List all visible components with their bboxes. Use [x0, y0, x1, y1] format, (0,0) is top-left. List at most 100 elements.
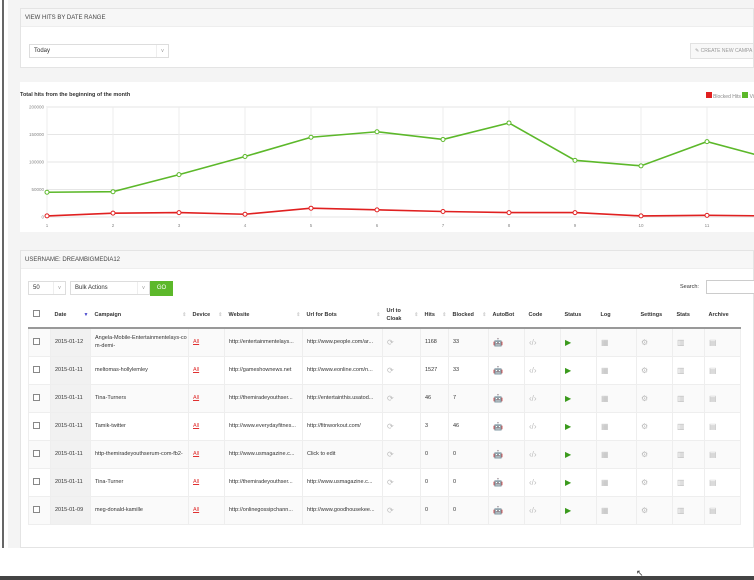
- row-checkbox[interactable]: [33, 365, 40, 373]
- row-select[interactable]: [28, 383, 51, 413]
- device-link[interactable]: All: [193, 423, 200, 429]
- log-icon[interactable]: ▦: [601, 477, 609, 487]
- website-cell[interactable]: http://www.usmagazine.c...: [224, 439, 303, 469]
- device-link[interactable]: All: [193, 451, 200, 457]
- row-checkbox[interactable]: [33, 421, 40, 429]
- device-link[interactable]: All: [193, 395, 200, 401]
- archive-icon[interactable]: ▤: [709, 337, 717, 347]
- column-header-website[interactable]: Website ⇕: [224, 302, 303, 329]
- campaign-cell[interactable]: Tina-Turners: [90, 383, 189, 413]
- row-select[interactable]: [28, 439, 51, 469]
- website-cell[interactable]: http://themiradeyouthser...: [224, 383, 303, 413]
- code-icon[interactable]: ‹/›: [529, 393, 537, 403]
- autobot-icon[interactable]: 🤖: [493, 477, 503, 487]
- search-input[interactable]: [706, 280, 754, 294]
- campaign-cell[interactable]: http-themiradeyouthserum-com-fb2-: [90, 439, 189, 469]
- refresh-icon[interactable]: ⟳: [387, 449, 394, 459]
- column-header-device[interactable]: Device ⇕: [188, 302, 225, 329]
- play-icon[interactable]: ▶: [565, 337, 572, 347]
- url-bots-cell[interactable]: http://www.eonline.com/n...: [302, 355, 383, 385]
- column-header-campaign[interactable]: Campaign ⇕: [90, 302, 189, 329]
- website-cell[interactable]: http://gameshownews.net: [224, 355, 303, 385]
- bulk-actions-select[interactable]: Bulk Actions v: [70, 281, 150, 295]
- refresh-icon[interactable]: ⟳: [387, 505, 394, 515]
- stats-icon[interactable]: ▥: [677, 337, 685, 347]
- archive-icon[interactable]: ▤: [709, 477, 717, 487]
- gear-icon[interactable]: ⚙: [641, 477, 649, 487]
- row-checkbox[interactable]: [33, 477, 40, 485]
- code-icon[interactable]: ‹/›: [529, 449, 537, 459]
- log-icon[interactable]: ▦: [601, 505, 609, 515]
- date-range-select[interactable]: Today v: [29, 44, 169, 58]
- website-cell[interactable]: http://www.everydayfitnes...: [224, 411, 303, 441]
- refresh-icon[interactable]: ⟳: [387, 337, 394, 347]
- gear-icon[interactable]: ⚙: [641, 449, 649, 459]
- campaign-cell[interactable]: Tamik-twitter: [90, 411, 189, 441]
- row-select[interactable]: [28, 355, 51, 385]
- url-bots-cell[interactable]: http://www.usmagazine.c...: [302, 467, 383, 497]
- row-checkbox[interactable]: [33, 393, 40, 401]
- create-campaign-button[interactable]: ✎ CREATE NEW CAMPA: [690, 43, 754, 59]
- code-icon[interactable]: ‹/›: [529, 505, 537, 515]
- gear-icon[interactable]: ⚙: [641, 365, 649, 375]
- autobot-icon[interactable]: 🤖: [493, 505, 503, 515]
- column-header-blocked[interactable]: Blocked ⇕: [448, 302, 489, 329]
- row-select[interactable]: [28, 495, 51, 525]
- gear-icon[interactable]: ⚙: [641, 505, 649, 515]
- column-header-url-to-cloak[interactable]: Url to Cloak ⇕: [382, 302, 421, 329]
- row-checkbox[interactable]: [33, 505, 40, 513]
- column-header-date[interactable]: Date ▼: [50, 302, 91, 329]
- campaign-cell[interactable]: meg-donald-kamille: [90, 495, 189, 525]
- log-icon[interactable]: ▦: [601, 393, 609, 403]
- campaign-cell[interactable]: Angela-Mobile-Entertainmentelays-com-dem…: [90, 327, 189, 357]
- column-header-url-for-bots[interactable]: Url for Bots ⇕: [302, 302, 383, 329]
- log-icon[interactable]: ▦: [601, 421, 609, 431]
- stats-icon[interactable]: ▥: [677, 393, 685, 403]
- archive-icon[interactable]: ▤: [709, 393, 717, 403]
- column-header-hits[interactable]: Hits ⇕: [420, 302, 449, 329]
- url-bots-cell[interactable]: http://fitnworkout.com/: [302, 411, 383, 441]
- row-select[interactable]: [28, 327, 51, 357]
- autobot-icon[interactable]: 🤖: [493, 449, 503, 459]
- archive-icon[interactable]: ▤: [709, 505, 717, 515]
- code-icon[interactable]: ‹/›: [529, 337, 537, 347]
- stats-icon[interactable]: ▥: [677, 477, 685, 487]
- code-icon[interactable]: ‹/›: [529, 421, 537, 431]
- play-icon[interactable]: ▶: [565, 505, 572, 515]
- campaign-cell[interactable]: meltomas-hollylemley: [90, 355, 189, 385]
- stats-icon[interactable]: ▥: [677, 449, 685, 459]
- gear-icon[interactable]: ⚙: [641, 337, 649, 347]
- stats-icon[interactable]: ▥: [677, 421, 685, 431]
- device-link[interactable]: All: [193, 367, 200, 373]
- refresh-icon[interactable]: ⟳: [387, 421, 394, 431]
- url-bots-cell[interactable]: Click to edit: [302, 439, 383, 469]
- campaign-cell[interactable]: Tina-Turner: [90, 467, 189, 497]
- autobot-icon[interactable]: 🤖: [493, 337, 503, 347]
- log-icon[interactable]: ▦: [601, 337, 609, 347]
- autobot-icon[interactable]: 🤖: [493, 393, 503, 403]
- stats-icon[interactable]: ▥: [677, 365, 685, 375]
- website-cell[interactable]: http://onlinegossipchann...: [224, 495, 303, 525]
- device-link[interactable]: All: [193, 507, 200, 513]
- refresh-icon[interactable]: ⟳: [387, 365, 394, 375]
- play-icon[interactable]: ▶: [565, 449, 572, 459]
- archive-icon[interactable]: ▤: [709, 421, 717, 431]
- select-all[interactable]: [28, 302, 51, 329]
- autobot-icon[interactable]: 🤖: [493, 365, 503, 375]
- code-icon[interactable]: ‹/›: [529, 365, 537, 375]
- code-icon[interactable]: ‹/›: [529, 477, 537, 487]
- refresh-icon[interactable]: ⟳: [387, 477, 394, 487]
- website-cell[interactable]: http://entertainmentelays...: [224, 327, 303, 357]
- autobot-icon[interactable]: 🤖: [493, 421, 503, 431]
- row-checkbox[interactable]: [33, 337, 40, 345]
- website-cell[interactable]: http://themiradeyouthser...: [224, 467, 303, 497]
- stats-icon[interactable]: ▥: [677, 505, 685, 515]
- play-icon[interactable]: ▶: [565, 421, 572, 431]
- log-icon[interactable]: ▦: [601, 449, 609, 459]
- row-checkbox[interactable]: [33, 449, 40, 457]
- go-button[interactable]: GO: [150, 281, 173, 296]
- gear-icon[interactable]: ⚙: [641, 393, 649, 403]
- archive-icon[interactable]: ▤: [709, 449, 717, 459]
- refresh-icon[interactable]: ⟳: [387, 393, 394, 403]
- log-icon[interactable]: ▦: [601, 365, 609, 375]
